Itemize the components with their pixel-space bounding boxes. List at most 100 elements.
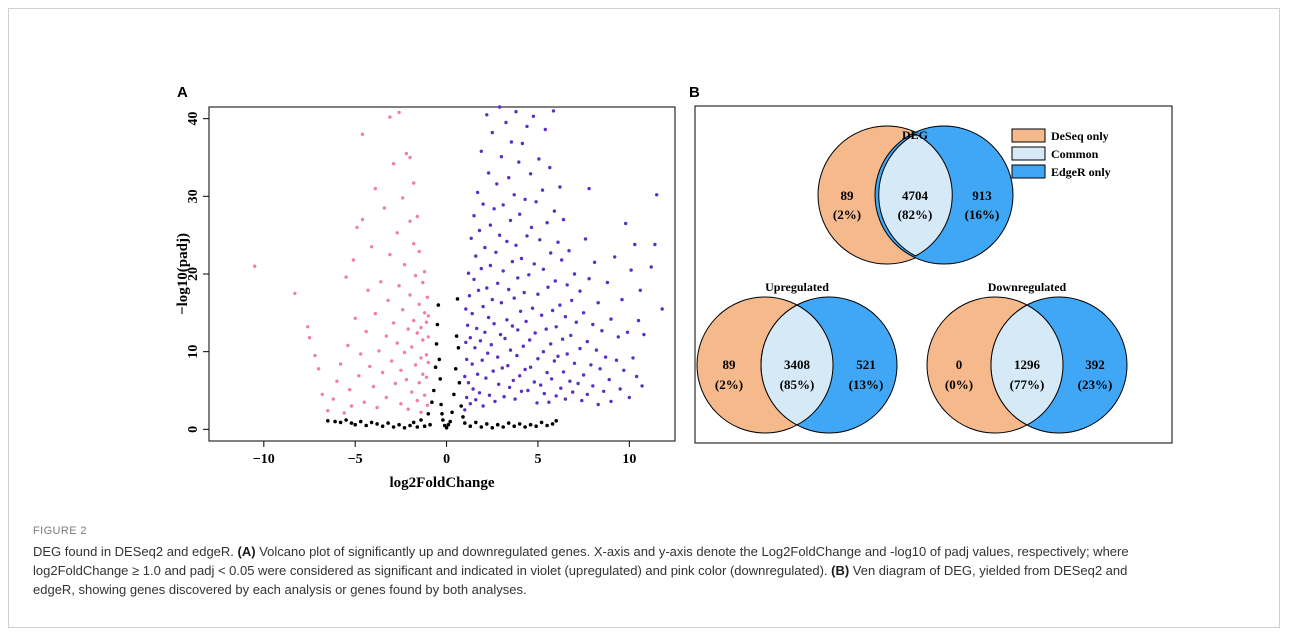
data-point — [413, 273, 418, 278]
data-point — [616, 335, 620, 339]
data-point — [479, 266, 483, 271]
caption-part-3: Ven diagram of DEG, yielded from DESeq2 … — [33, 563, 1128, 597]
data-point — [410, 390, 414, 394]
data-point — [512, 296, 516, 300]
data-point — [466, 271, 471, 275]
data-point — [411, 420, 416, 425]
data-point — [338, 420, 343, 425]
data-point — [441, 418, 445, 422]
data-point — [506, 364, 510, 368]
y-tick-label: 30 — [186, 189, 201, 203]
venn-down-left-count: 0 — [956, 357, 963, 372]
data-point — [306, 325, 310, 329]
data-point — [488, 223, 493, 227]
data-point — [500, 366, 504, 370]
data-point — [417, 381, 421, 385]
data-point — [629, 268, 633, 272]
data-point — [490, 297, 494, 302]
x-tick-label: 5 — [534, 452, 541, 467]
data-point — [653, 242, 657, 247]
data-point — [461, 415, 465, 419]
venn-deg-common-count: 4704 — [902, 188, 929, 203]
data-point — [468, 402, 472, 406]
data-point — [596, 301, 600, 305]
data-point — [578, 346, 582, 351]
data-point — [526, 388, 530, 393]
data-point — [475, 190, 480, 195]
data-point — [425, 295, 430, 299]
x-tick-label: −5 — [348, 452, 363, 467]
data-point — [426, 360, 430, 365]
data-point — [470, 311, 474, 316]
data-point — [468, 424, 473, 429]
data-point — [465, 357, 469, 362]
data-point — [631, 356, 635, 360]
data-point — [502, 395, 506, 399]
venn-legend: DeSeq only Common EdgeR only — [1011, 128, 1111, 179]
data-point — [344, 418, 348, 422]
data-point — [520, 141, 525, 146]
caption-part-1: DEG found in DESeq2 and edgeR. — [33, 544, 238, 559]
data-point — [528, 172, 533, 176]
data-point — [534, 200, 538, 204]
data-point — [390, 359, 394, 363]
data-point — [419, 325, 423, 330]
data-point — [465, 395, 469, 400]
data-point — [481, 304, 485, 309]
data-point — [406, 327, 410, 331]
data-point — [426, 412, 431, 416]
data-point — [475, 326, 479, 331]
data-point — [362, 400, 366, 404]
venn-panel: DeSeq only Common EdgeR only DEG 89 (2%)… — [694, 105, 1173, 444]
data-point — [349, 421, 354, 425]
data-point — [475, 372, 480, 376]
venn-up-common-region — [760, 304, 834, 426]
data-point — [535, 401, 539, 405]
data-point — [517, 422, 522, 426]
data-point — [422, 270, 427, 274]
data-point — [565, 352, 569, 356]
data-point — [360, 132, 365, 136]
data-point — [422, 424, 427, 429]
venn-down-common-pct: (77%) — [1010, 377, 1045, 392]
data-point — [402, 426, 407, 430]
figure-canvas: A B −10 −5 0 5 10 0 10 20 30 40 log2FoldChange −… — [175, 84, 1173, 491]
data-point — [527, 273, 531, 277]
data-point — [571, 390, 575, 394]
data-point — [401, 308, 405, 312]
data-point — [531, 114, 536, 119]
data-point — [525, 234, 529, 238]
data-point — [523, 197, 527, 202]
data-point — [494, 250, 498, 254]
data-point — [415, 398, 419, 403]
data-point — [417, 302, 421, 306]
data-point — [402, 263, 407, 267]
legend-swatch-deseq — [1011, 128, 1046, 143]
data-point — [581, 311, 586, 315]
data-point — [568, 379, 572, 383]
venn-frame — [694, 105, 1173, 444]
data-point — [463, 374, 467, 379]
data-point — [563, 397, 568, 401]
data-point — [578, 289, 582, 293]
data-point — [505, 239, 509, 244]
data-point — [522, 290, 526, 295]
data-point — [397, 284, 401, 288]
data-point — [539, 420, 544, 425]
data-point — [549, 251, 553, 255]
data-point — [369, 420, 374, 425]
caption-ref-b: (B) — [831, 563, 850, 578]
data-point — [634, 374, 639, 379]
data-point — [580, 398, 584, 403]
data-point — [313, 353, 317, 358]
data-point — [569, 333, 573, 338]
data-point — [545, 221, 549, 225]
data-point — [530, 306, 535, 310]
data-point — [338, 362, 343, 366]
data-point — [523, 367, 527, 372]
data-point — [640, 384, 644, 388]
data-point — [536, 357, 540, 361]
data-point — [433, 365, 438, 370]
venn-up-common-count: 3408 — [784, 357, 811, 372]
data-point — [386, 298, 390, 303]
